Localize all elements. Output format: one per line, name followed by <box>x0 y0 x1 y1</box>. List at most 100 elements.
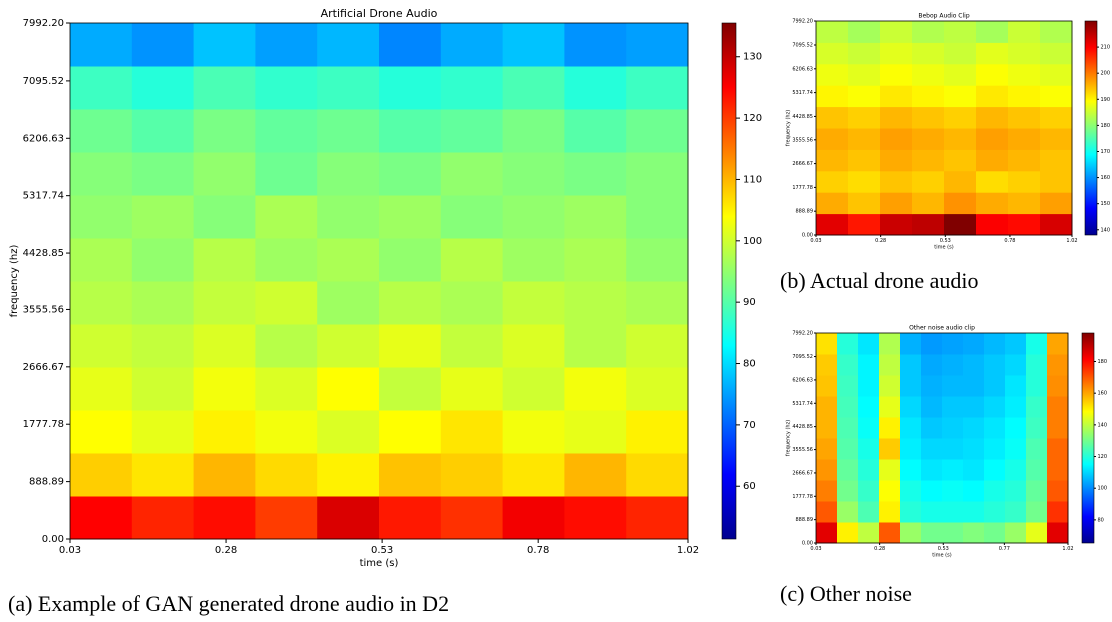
spectrogram-cell <box>976 106 1009 129</box>
spectrogram-cell <box>858 396 880 418</box>
spectrogram-cell <box>564 152 627 196</box>
spectrogram-cell <box>848 85 881 108</box>
spectrogram-cell <box>131 324 195 368</box>
colorbar-tick-label: 180 <box>1101 123 1111 129</box>
spectrogram-cell <box>255 66 318 110</box>
spectrogram-cell <box>379 281 442 325</box>
spectrogram-cell <box>379 496 442 540</box>
spectrogram-cell <box>255 109 318 153</box>
spectrogram-cell <box>858 522 880 544</box>
spectrogram-cell <box>816 85 849 108</box>
spectrogram-cell <box>502 195 565 239</box>
spectrogram-cell <box>816 417 838 439</box>
spectrogram-cell <box>984 375 1006 397</box>
spectrogram-cell <box>502 453 565 497</box>
spectrogram-cell <box>963 333 985 355</box>
colorbar-tick-label: 140 <box>1101 227 1111 233</box>
spectrogram-cell <box>944 170 977 193</box>
spectrogram-cell <box>1040 128 1073 150</box>
spectrogram-cell <box>626 238 689 282</box>
spectrogram-cell <box>1047 459 1069 481</box>
spectrogram-cell <box>70 324 133 368</box>
spectrogram-cell <box>626 281 689 325</box>
spectrogram-cell <box>816 480 838 502</box>
spectrogram-cell <box>848 63 881 86</box>
spectrogram-cell <box>1005 333 1027 355</box>
spectrogram-cell <box>1040 149 1073 172</box>
spectrogram-cell <box>70 195 133 239</box>
spectrogram-cell <box>848 149 881 172</box>
spectrogram-cell <box>984 522 1006 544</box>
spectrogram-cell <box>255 410 318 454</box>
spectrogram-cell <box>879 480 901 502</box>
caption: (c) Other noise <box>780 581 912 606</box>
x-tick-label: 1.02 <box>1062 546 1073 552</box>
spectrogram-cell <box>626 410 689 454</box>
spectrogram-cell <box>564 367 627 411</box>
spectrogram-cell <box>837 396 859 418</box>
spectrogram-cell <box>1008 149 1041 172</box>
colorbar-tick-label: 190 <box>1101 97 1111 103</box>
spectrogram-cell <box>1026 522 1048 544</box>
spectrogram-cell <box>816 149 849 172</box>
spectrogram-cell <box>317 281 380 325</box>
spectrogram-cell <box>440 109 504 153</box>
spectrogram-cell <box>70 496 133 540</box>
y-axis-label: frequency (hz) <box>786 110 792 146</box>
spectrogram-cell <box>1026 333 1048 355</box>
spectrogram-cell <box>912 170 945 193</box>
spectrogram-cell <box>1040 63 1073 86</box>
spectrogram-cell <box>1005 438 1027 460</box>
spectrogram-cell <box>440 23 504 67</box>
spectrogram-cell <box>440 66 504 110</box>
spectrogram-cell <box>1008 21 1041 43</box>
spectrogram-cell <box>976 149 1009 172</box>
colorbar-tick-label: 100 <box>743 236 762 247</box>
spectrogram-cell <box>912 85 945 108</box>
colorbar-tick-label: 180 <box>1098 359 1108 365</box>
spectrogram-cell <box>900 522 922 544</box>
spectrogram-cell <box>984 417 1006 439</box>
spectrogram-cell <box>900 354 922 376</box>
spectrogram-cell <box>564 410 627 454</box>
spectrogram-cell <box>440 496 504 540</box>
spectrogram-cell <box>1047 501 1069 523</box>
spectrogram-cell <box>131 23 195 67</box>
spectrogram-cell <box>626 453 689 497</box>
x-tick-label: 0.53 <box>938 546 949 552</box>
spectrogram-cell <box>379 324 442 368</box>
spectrogram-cell <box>131 453 195 497</box>
spectrogram-cell <box>1008 213 1041 236</box>
spectrogram-cell <box>942 501 964 523</box>
colorbar <box>721 22 737 540</box>
y-tick-label: 0.00 <box>802 233 813 239</box>
spectrogram-cell <box>70 281 133 325</box>
spectrogram-cell <box>900 459 922 481</box>
spectrogram-cell <box>440 281 504 325</box>
spectrogram-cell <box>317 195 380 239</box>
spectrogram-cell <box>963 375 985 397</box>
x-tick-label: 0.77 <box>999 546 1010 552</box>
colorbar-tick-label: 150 <box>1101 201 1111 207</box>
colorbar-tick-label: 70 <box>743 420 756 431</box>
spectrogram-cell <box>626 367 689 411</box>
x-tick-label: 0.03 <box>810 238 821 244</box>
spectrogram-cell <box>440 195 504 239</box>
spectrogram-cell <box>858 438 880 460</box>
spectrogram-cell <box>255 195 318 239</box>
spectrogram-cell <box>1047 438 1069 460</box>
y-tick-label: 5317.74 <box>23 191 64 202</box>
spectrogram-cell <box>963 354 985 376</box>
spectrogram-cell <box>963 459 985 481</box>
spectrogram-cell <box>984 396 1006 418</box>
spectrogram-cell <box>1026 396 1048 418</box>
x-axis-label: time (s) <box>360 558 399 569</box>
spectrogram-cell <box>816 333 838 355</box>
spectrogram-cell <box>848 128 881 150</box>
spectrogram-cell <box>963 522 985 544</box>
y-tick-label: 0.00 <box>42 534 64 545</box>
colorbar-tick-label: 100 <box>1098 486 1108 492</box>
colorbar-tick-label: 210 <box>1101 45 1111 51</box>
spectrogram-cell <box>984 480 1006 502</box>
spectrogram-cell <box>502 109 565 153</box>
